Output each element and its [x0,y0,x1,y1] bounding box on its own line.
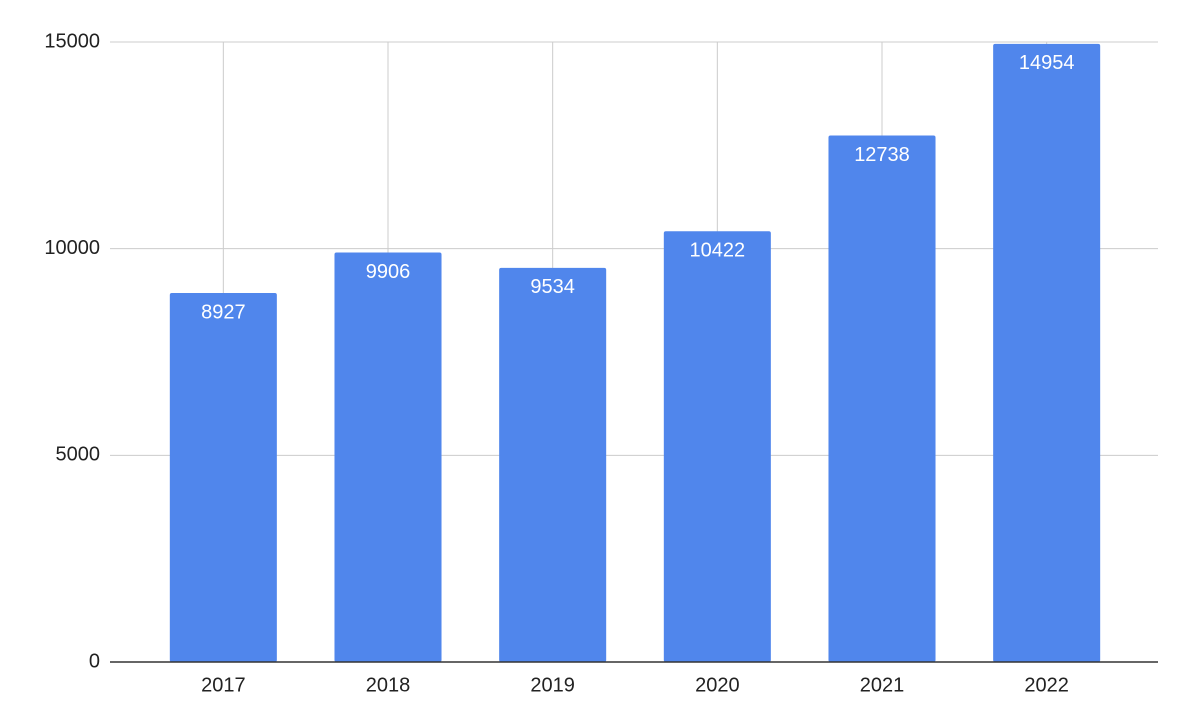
x-tick-label: 2022 [1024,674,1069,696]
y-tick-label: 15000 [44,30,100,52]
y-tick-label: 0 [89,650,100,672]
x-tick-label: 2019 [530,674,575,696]
value-label: 9906 [366,261,411,283]
bar [499,267,607,662]
x-tick-label: 2021 [860,674,905,696]
bar [169,293,277,662]
value-label: 10422 [690,240,746,262]
y-tick-label: 10000 [44,237,100,259]
value-label: 12738 [854,144,910,166]
x-tick-label: 2018 [366,674,411,696]
value-label: 8927 [201,301,246,323]
value-label: 14954 [1019,52,1075,74]
bar [663,231,771,662]
bar [334,252,442,662]
x-tick-label: 2020 [695,674,740,696]
bar [993,43,1101,663]
bar [828,135,936,663]
value-label: 9534 [530,276,575,298]
y-tick-label: 5000 [56,444,101,466]
x-tick-label: 2017 [201,674,246,696]
